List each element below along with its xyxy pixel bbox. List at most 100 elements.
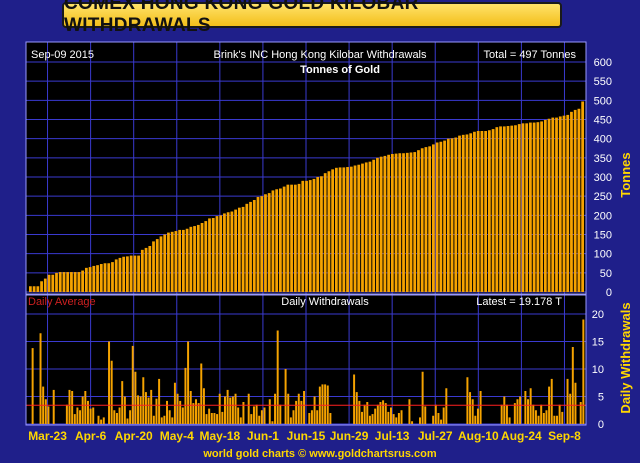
daily-bar (218, 393, 221, 424)
cumulative-bar (398, 153, 402, 292)
cumulative-bar (144, 247, 148, 292)
daily-bar (571, 347, 574, 424)
cumulative-bar (264, 194, 267, 292)
cumulative-bar (346, 167, 349, 292)
daily-bar (382, 400, 385, 424)
daily-bar (418, 417, 421, 424)
cumulative-bar (357, 164, 361, 292)
cumulative-bar (73, 272, 77, 292)
daily-bar (39, 333, 42, 424)
cumulative-bar (245, 203, 249, 292)
daily-bar (289, 417, 292, 424)
x-tick-label: Jun-15 (287, 429, 326, 443)
daily-bar (76, 407, 79, 424)
y-tick-label: 15 (592, 337, 604, 349)
daily-bar (392, 414, 395, 424)
daily-bar (102, 417, 105, 424)
daily-bar (208, 408, 211, 424)
daily-bar (274, 393, 277, 424)
daily-bar (197, 403, 200, 424)
daily-bar (445, 388, 448, 424)
daily-bar (268, 399, 271, 424)
daily-panel-border (25, 294, 587, 426)
daily-bar (361, 411, 363, 424)
cumulative-bar (454, 137, 458, 292)
daily-bar (229, 397, 232, 424)
daily-bar (566, 378, 569, 424)
cumulative-bar (55, 272, 58, 292)
cumulative-bar (517, 124, 521, 292)
daily-bar (271, 421, 274, 424)
daily-bar (234, 393, 237, 424)
daily-bar (556, 415, 558, 424)
daily-bar (47, 406, 50, 424)
cumulative-bar (446, 138, 450, 292)
daily-bar (65, 404, 68, 424)
daily-bar (353, 374, 356, 424)
daily-bar (92, 407, 95, 424)
cumulative-bar (417, 150, 420, 292)
y-tick-label: 350 (594, 153, 612, 165)
cumulative-bar (47, 274, 51, 292)
cumulative-bar (159, 236, 163, 292)
cumulative-bar (170, 231, 174, 292)
cumulative-bar (331, 169, 335, 292)
daily-bar (376, 404, 379, 424)
cumulative-bar (286, 184, 290, 292)
daily-bar (115, 413, 118, 424)
daily-bar (479, 391, 482, 424)
daily-bar (534, 410, 537, 424)
daily-bar (540, 404, 543, 424)
daily-bar (424, 406, 427, 424)
cumulative-bar (573, 109, 577, 293)
y-tick-label: 20 (592, 309, 604, 321)
daily-bar (513, 403, 516, 424)
daily-bar (500, 404, 503, 424)
y-tick-label: 500 (594, 95, 612, 107)
cumulative-bar (342, 167, 346, 292)
daily-bar (287, 393, 290, 424)
daily-bar (158, 378, 161, 424)
daily-bar (384, 403, 387, 424)
daily-bar (200, 363, 203, 424)
daily-bar (210, 413, 213, 424)
daily-bar (223, 396, 226, 424)
cumulative-bar (62, 272, 66, 292)
cumulative-bar (536, 122, 540, 292)
daily-bar (474, 415, 477, 424)
cumulative-bar (88, 267, 92, 292)
cumulative-bar (473, 131, 476, 292)
cumulative-bar (275, 189, 279, 292)
cumulative-bar (140, 249, 144, 292)
daily-bar (321, 384, 324, 424)
cumulative-bar (290, 184, 293, 292)
daily-bar (469, 392, 472, 424)
cumulative-bar (204, 221, 208, 292)
daily-bar (81, 396, 84, 424)
date-label: Sep-09 2015 (31, 49, 94, 61)
daily-bar (437, 413, 440, 424)
cumulative-bar (267, 193, 271, 292)
daily-bar (173, 382, 176, 424)
cumulative-bar (450, 138, 454, 292)
cumulative-bar (208, 218, 211, 292)
daily-bar (163, 415, 166, 424)
daily-bar (395, 417, 398, 424)
cumulative-bar (215, 216, 219, 292)
cumulative-bar (96, 265, 99, 292)
cumulative-bar (58, 272, 62, 292)
cumulative-bar (174, 231, 178, 292)
daily-bar (324, 384, 327, 424)
cumulative-bar (424, 147, 428, 292)
daily-bar (89, 408, 92, 424)
daily-bar (126, 418, 129, 424)
cumulative-bar (237, 207, 241, 292)
daily-bar (316, 410, 319, 424)
cumulative-bar (390, 154, 394, 292)
cumulative-bar (155, 239, 159, 292)
cumulative-bar (532, 122, 536, 292)
cumulative-bar (458, 135, 461, 292)
daily-bar (142, 377, 145, 424)
daily-bar (139, 396, 142, 424)
cumulative-bar (297, 183, 301, 292)
